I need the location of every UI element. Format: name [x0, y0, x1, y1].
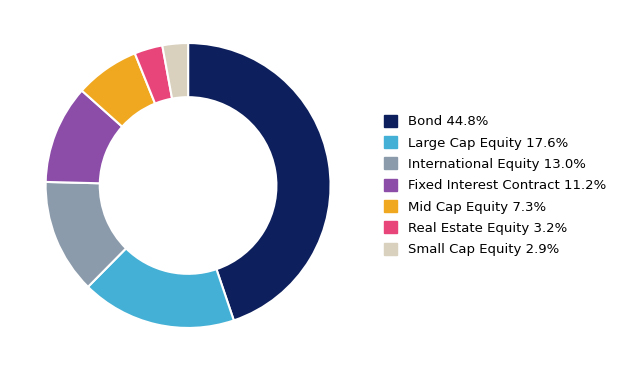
Wedge shape: [188, 43, 330, 321]
Legend: Bond 44.8%, Large Cap Equity 17.6%, International Equity 13.0%, Fixed Interest C: Bond 44.8%, Large Cap Equity 17.6%, Inte…: [380, 111, 610, 260]
Wedge shape: [88, 248, 234, 328]
Wedge shape: [82, 53, 155, 127]
Wedge shape: [46, 182, 126, 287]
Wedge shape: [162, 43, 188, 99]
Wedge shape: [46, 91, 122, 183]
Wedge shape: [135, 45, 172, 104]
